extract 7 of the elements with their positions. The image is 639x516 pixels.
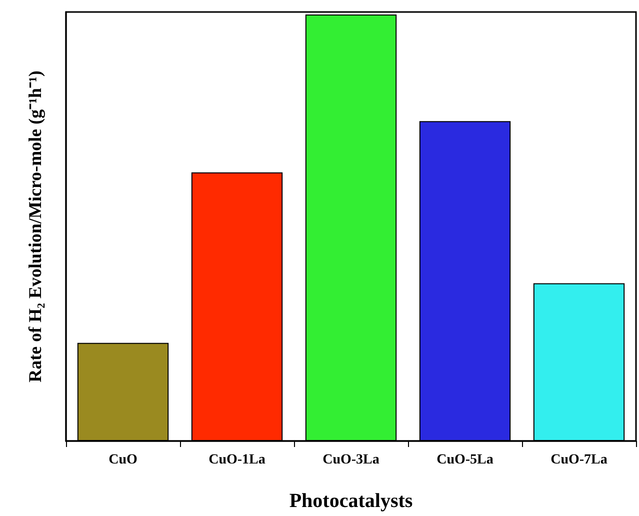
x-tick-label: CuO-5La <box>436 452 494 468</box>
x-tick-label: CuO-1La <box>208 452 266 468</box>
x-tick-label: CuO-7La <box>550 452 608 468</box>
x-tick-label: CuO-3La <box>322 452 380 468</box>
x-tick-label: CuO <box>108 452 138 468</box>
y-axis-title: Rate of H₂ Evolution/Micro-mole (g⁻¹h⁻¹) <box>25 70 45 382</box>
x-axis-title: Photocatalysts <box>289 490 413 512</box>
